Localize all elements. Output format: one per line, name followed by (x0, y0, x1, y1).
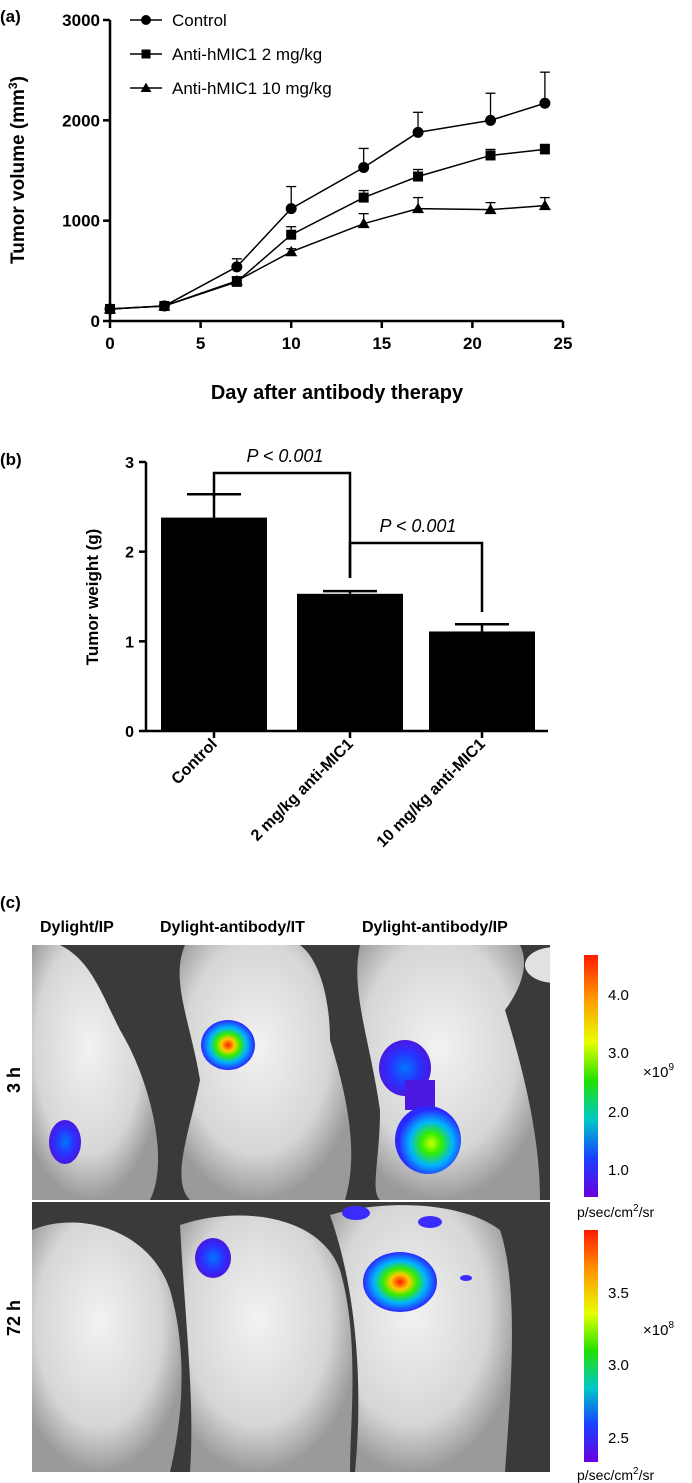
y-tick-label: 1 (125, 634, 134, 651)
series-line (109, 204, 545, 310)
imaging-photo-3h (32, 945, 585, 1200)
column-label-antibody-ip: Dylight-antibody/IP (362, 919, 508, 936)
data-point (285, 245, 298, 257)
panel-a-label: (a) (0, 7, 21, 26)
data-point (230, 274, 243, 286)
data-point (484, 203, 497, 215)
x-tick-label: 10 (282, 334, 301, 353)
data-point (539, 97, 551, 109)
series-circle (104, 71, 551, 315)
panel-c-label: (c) (0, 893, 21, 912)
line-chart: 0 1000 2000 3000 0 5 10 15 20 25 Control Anti-hMIC1… (62, 11, 572, 353)
series-triangle (104, 196, 551, 314)
legend-label: Control (172, 11, 227, 30)
y-tick-label: 2 (125, 545, 134, 562)
y-tick-label: 0 (125, 724, 134, 741)
data-point (538, 199, 551, 211)
scale-tick: 3.0 (608, 1045, 629, 1062)
x-tick-label: 15 (372, 334, 391, 353)
x-tick-label: 2 mg/kg anti-MIC1 (248, 736, 357, 845)
scale-tick: 2.0 (608, 1104, 629, 1121)
legend-marker (141, 15, 151, 25)
data-point (286, 229, 297, 240)
data-point (412, 202, 425, 214)
row-label-3h: 3 h (4, 1067, 24, 1093)
legend-marker (141, 49, 151, 59)
x-tick-label: 10 mg/kg anti-MIC1 (374, 736, 489, 851)
data-point (485, 150, 496, 161)
series-square (105, 143, 550, 314)
scale-tick: 1.0 (608, 1162, 629, 1179)
data-point (104, 302, 116, 314)
color-bar-72h (584, 1230, 598, 1462)
column-label-dylight-ip: Dylight/IP (40, 919, 114, 936)
panel-b-label: (b) (0, 450, 22, 469)
data-point (358, 161, 370, 173)
y-tick-label: 3 (125, 455, 134, 472)
scale-tick: 3.0 (608, 1357, 629, 1374)
legend-label: Anti-hMIC1 2 mg/kg (172, 45, 322, 64)
legend-label: Anti-hMIC1 10 mg/kg (172, 79, 332, 98)
x-tick-label: 0 (105, 334, 114, 353)
y-tick-label: 3000 (62, 11, 100, 30)
scale-tick: 3.5 (608, 1285, 629, 1302)
color-bar-3h (584, 955, 598, 1197)
series-line (109, 148, 545, 310)
bar (161, 517, 267, 731)
scale-tick: 2.5 (608, 1430, 629, 1447)
x-tick-label: 25 (554, 334, 573, 353)
data-point (357, 217, 370, 229)
scale-tick: 4.0 (608, 987, 629, 1004)
data-point (285, 203, 297, 215)
y-axis-title-b: Tumor weight (g) (83, 529, 102, 666)
y-tick-label: 1000 (62, 212, 100, 231)
data-point (358, 192, 369, 203)
significance-label: P < 0.001 (380, 516, 457, 536)
scale-unit: p/sec/cm2/sr (577, 1203, 654, 1220)
significance-bracket (212, 471, 352, 578)
x-tick-label: 20 (463, 334, 482, 353)
x-tick-label: Control (169, 736, 221, 788)
data-point (231, 261, 243, 273)
x-tick-label: 5 (196, 334, 205, 353)
row-label-72h: 72 h (4, 1300, 24, 1336)
x-axis-title: Day after antibody therapy (211, 382, 464, 404)
color-scale-3h: 4.0 3.0 2.0 1.0 ×109 p/sec/cm2/sr (577, 955, 674, 1220)
data-point (485, 114, 497, 126)
significance-bracket (348, 541, 484, 612)
bar-chart: 0 1 2 3 Control 2 mg/kg anti-MIC1 10 mg/kg ant… (125, 446, 548, 851)
data-point (158, 299, 171, 311)
bar (429, 631, 535, 731)
data-point (412, 126, 424, 138)
significance-label: P < 0.001 (247, 446, 324, 466)
y-tick-label: 2000 (62, 111, 100, 130)
scale-unit: p/sec/cm2/sr (577, 1466, 654, 1483)
column-label-antibody-it: Dylight-antibody/IT (160, 919, 305, 936)
legend-marker (140, 82, 152, 93)
imaging-photo-72h (32, 1202, 550, 1472)
data-point (539, 144, 550, 155)
y-axis-title: Tumor volume (mm3) (6, 76, 29, 264)
bar (297, 593, 403, 731)
scale-exponent: ×109 (643, 1062, 674, 1081)
data-point (413, 171, 424, 182)
scale-exponent: ×108 (643, 1320, 674, 1339)
y-tick-label: 0 (91, 312, 100, 331)
series-line (109, 102, 546, 310)
color-scale-72h: 3.5 3.0 2.5 ×108 p/sec/cm2/sr (577, 1230, 674, 1483)
